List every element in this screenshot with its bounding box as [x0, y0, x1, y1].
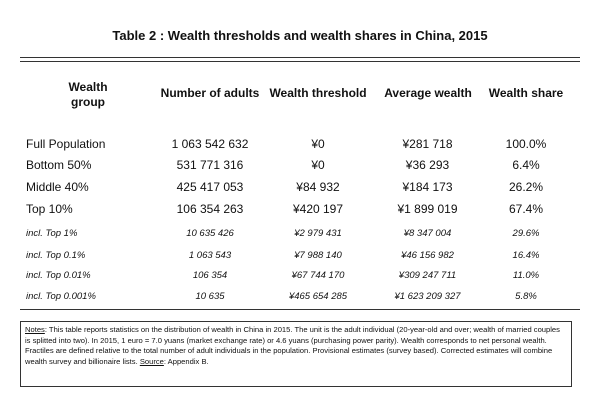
cell-threshold: ¥420 197 — [292, 202, 344, 216]
notes-box: Notes: This table reports statistics on … — [20, 321, 572, 387]
cell-group: Bottom 50% — [26, 158, 92, 172]
bottom-rule — [20, 309, 580, 310]
cell-adults: 531 771 316 — [176, 158, 244, 172]
source-text: : Appendix B. — [163, 356, 209, 366]
notes-label: Notes — [25, 325, 45, 334]
cell-average: ¥1 899 019 — [397, 202, 458, 216]
cell-threshold: ¥0 — [311, 137, 325, 151]
cell-group: Top 10% — [26, 202, 73, 216]
cell-threshold: ¥2 979 431 — [294, 228, 342, 239]
cell-adults: 425 417 053 — [176, 180, 244, 194]
header-wealth-share: Wealth share — [488, 86, 564, 100]
cell-average: ¥184 173 — [402, 180, 453, 194]
header-number-of-adults: Number of adults — [160, 86, 260, 100]
cell-threshold: ¥465 654 285 — [288, 291, 348, 302]
cell-share: 6.4% — [512, 158, 540, 172]
cell-average: ¥309 247 711 — [398, 270, 457, 281]
top-rule-double — [20, 61, 580, 62]
cell-threshold: ¥67 744 170 — [291, 270, 345, 281]
cell-adults: 106 354 — [192, 270, 228, 281]
cell-share: 11.0% — [512, 270, 540, 281]
cell-group: incl. Top 0.1% — [26, 250, 86, 261]
notes-text: : This table reports statistics on the d… — [25, 325, 560, 366]
cell-group: incl. Top 0.001% — [26, 291, 96, 302]
cell-average: ¥36 293 — [405, 158, 450, 172]
cell-group: Full Population — [26, 137, 106, 151]
cell-threshold: ¥7 988 140 — [294, 250, 342, 261]
cell-adults: 10 635 426 — [186, 228, 234, 239]
cell-average: ¥281 718 — [402, 137, 453, 151]
cell-share: 5.8% — [515, 291, 537, 302]
cell-group: Middle 40% — [26, 180, 89, 194]
cell-adults: 1 063 543 — [188, 250, 232, 261]
table-title: Table 2 : Wealth thresholds and wealth s… — [112, 28, 488, 43]
cell-adults: 10 635 — [195, 291, 225, 302]
cell-threshold: ¥0 — [311, 158, 325, 172]
cell-threshold: ¥84 932 — [296, 180, 340, 194]
header-wealth-threshold: Wealth threshold — [269, 86, 367, 100]
cell-share: 100.0% — [505, 137, 547, 151]
cell-average: ¥46 156 982 — [401, 250, 454, 261]
cell-share: 16.4% — [512, 250, 540, 261]
header-average-wealth: Average wealth — [384, 86, 472, 100]
cell-average: ¥8 347 004 — [403, 228, 452, 239]
header-wealth-group: Wealth group — [68, 80, 108, 109]
cell-group: incl. Top 0.01% — [26, 270, 91, 281]
source-label: Source — [139, 356, 164, 366]
cell-share: 26.2% — [508, 180, 544, 194]
cell-share: 67.4% — [508, 202, 544, 216]
cell-share: 29.6% — [512, 228, 540, 239]
cell-group: incl. Top 1% — [26, 228, 78, 239]
cell-adults: 106 354 263 — [176, 202, 244, 216]
cell-average: ¥1 623 209 327 — [394, 291, 461, 302]
top-rule — [20, 57, 580, 58]
cell-adults: 1 063 542 632 — [171, 137, 249, 151]
